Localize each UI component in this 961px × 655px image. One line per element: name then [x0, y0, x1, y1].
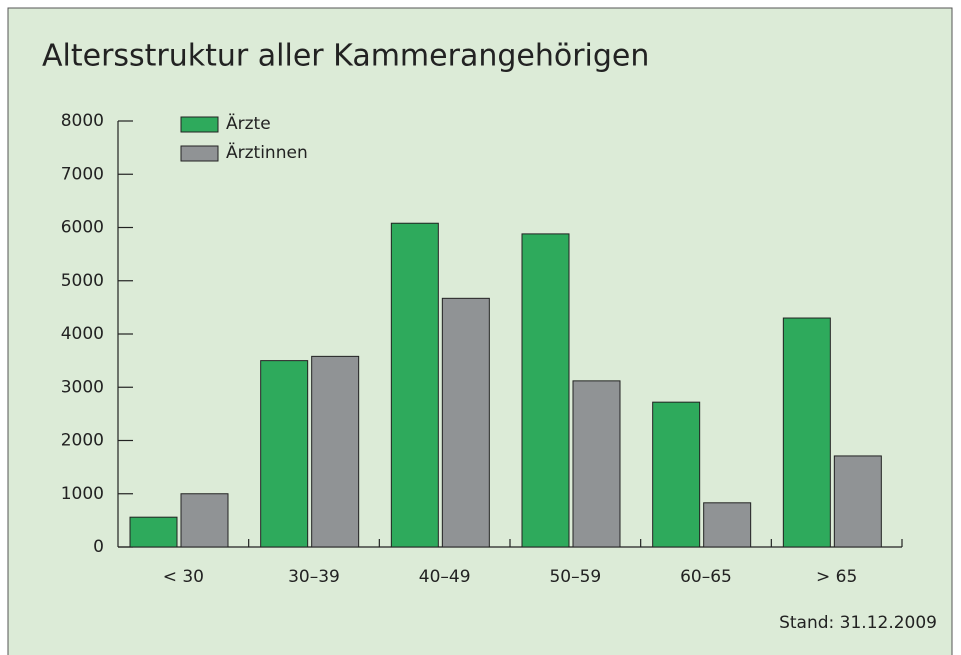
y-tick-label: 3000 [61, 377, 104, 397]
y-tick-label: 4000 [61, 324, 104, 344]
bar [390, 222, 439, 548]
annotation: Stand: 31.12.2009 [779, 613, 937, 633]
bar [311, 355, 360, 548]
y-tick-label: 0 [93, 537, 104, 557]
bar [180, 493, 229, 548]
y-tick-label: 7000 [61, 164, 104, 184]
bar [833, 455, 882, 548]
y-tick-label: 6000 [61, 218, 104, 238]
legend-swatch [180, 145, 219, 162]
y-tick-label: 8000 [61, 111, 104, 131]
bar [652, 401, 701, 548]
x-tick-label: 40–49 [419, 567, 471, 587]
x-tick-label: 30–39 [288, 567, 340, 587]
x-tick-label: 50–59 [549, 567, 601, 587]
y-tick-label: 1000 [61, 484, 104, 504]
x-tick-label: 60–65 [680, 567, 732, 587]
chart-title: Altersstruktur aller Kammerangehörigen [42, 39, 649, 74]
bar [521, 233, 570, 548]
bar [441, 297, 490, 548]
legend-label: Ärztinnen [226, 142, 308, 163]
y-tick-label: 2000 [61, 431, 104, 451]
bar [260, 360, 309, 548]
bar [129, 516, 178, 548]
bar [782, 317, 831, 548]
x-tick-label: < 30 [163, 567, 204, 587]
bar [572, 380, 621, 548]
legend-swatch [180, 116, 219, 133]
legend-label: Ärzte [226, 113, 271, 134]
x-tick-label: > 65 [816, 567, 857, 587]
bar [703, 502, 752, 548]
y-tick-label: 5000 [61, 271, 104, 291]
